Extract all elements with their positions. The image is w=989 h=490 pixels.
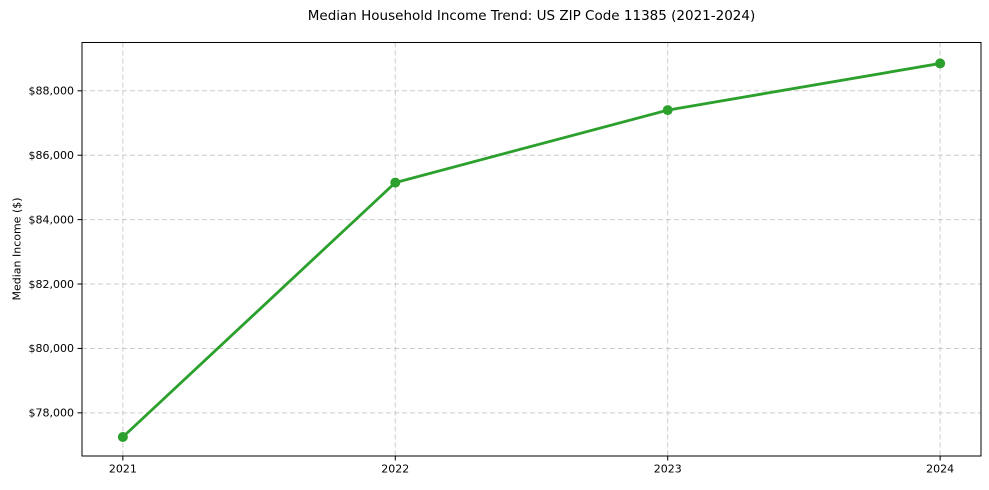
x-tick-label: 2021 — [109, 463, 137, 476]
y-tick-label: $86,000 — [29, 149, 75, 162]
y-tick-label: $78,000 — [29, 407, 75, 420]
data-point-2024 — [935, 58, 946, 69]
data-point-2022 — [390, 177, 401, 188]
trend-line — [121, 62, 942, 439]
data-point-2023 — [662, 105, 673, 116]
plot-border — [81, 42, 982, 457]
y-tick-label: $82,000 — [29, 278, 75, 291]
y-tick-label: $88,000 — [29, 85, 75, 98]
x-tick-label: 2022 — [381, 463, 409, 476]
data-point-2021 — [117, 431, 128, 442]
chart-title: Median Household Income Trend: US ZIP Co… — [307, 8, 756, 24]
y-axis-label: Median Income ($) — [10, 197, 24, 301]
x-tick-label: 2024 — [926, 463, 954, 476]
y-tick-label: $80,000 — [29, 342, 75, 355]
x-tick-label: 2023 — [654, 463, 682, 476]
y-tick-label: $84,000 — [29, 213, 75, 226]
